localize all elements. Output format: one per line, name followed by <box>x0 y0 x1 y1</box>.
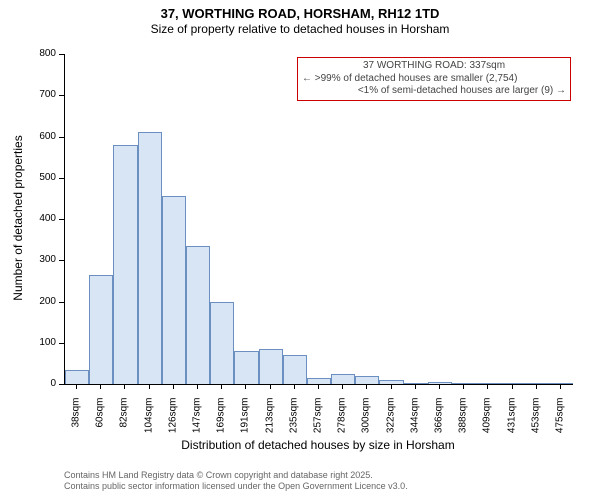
chart-plot-area <box>64 54 573 385</box>
xtick-mark <box>100 384 101 389</box>
ytick-mark <box>59 137 64 138</box>
ytick-mark <box>59 384 64 385</box>
xtick-mark <box>487 384 488 389</box>
annotation-line: <1% of semi-detached houses are larger (… <box>302 85 566 98</box>
annotation-line: 37 WORTHING ROAD: 337sqm <box>302 60 566 73</box>
histogram-bar <box>355 376 379 384</box>
attribution-line: Contains HM Land Registry data © Crown c… <box>64 470 408 481</box>
xtick-mark <box>294 384 295 389</box>
ytick-label: 100 <box>0 337 56 348</box>
xtick-mark <box>536 384 537 389</box>
xtick-mark <box>342 384 343 389</box>
ytick-label: 300 <box>0 254 56 265</box>
xtick-mark <box>76 384 77 389</box>
xtick-mark <box>270 384 271 389</box>
xtick-mark <box>391 384 392 389</box>
xtick-mark <box>173 384 174 389</box>
histogram-bar <box>379 380 403 384</box>
xtick-mark <box>560 384 561 389</box>
ytick-label: 200 <box>0 296 56 307</box>
ytick-mark <box>59 95 64 96</box>
histogram-bar <box>210 302 234 385</box>
histogram-bar <box>283 355 307 384</box>
histogram-bar <box>186 246 210 384</box>
histogram-bar <box>549 383 573 384</box>
histogram-bar <box>162 196 186 384</box>
xtick-mark <box>149 384 150 389</box>
histogram-bar <box>331 374 355 384</box>
xtick-mark <box>439 384 440 389</box>
ytick-mark <box>59 54 64 55</box>
histogram-bar <box>500 383 524 384</box>
xtick-mark <box>197 384 198 389</box>
attribution-line: Contains public sector information licen… <box>64 481 408 492</box>
xtick-mark <box>463 384 464 389</box>
histogram-bar <box>89 275 113 384</box>
chart-attribution: Contains HM Land Registry data © Crown c… <box>64 470 408 493</box>
xtick-mark <box>124 384 125 389</box>
chart-subtitle: Size of property relative to detached ho… <box>0 22 600 36</box>
histogram-bar <box>428 382 452 384</box>
ytick-mark <box>59 343 64 344</box>
histogram-bar <box>234 351 258 384</box>
annotation-line: ← >99% of detached houses are smaller (2… <box>302 73 566 86</box>
xtick-mark <box>318 384 319 389</box>
xtick-mark <box>415 384 416 389</box>
x-axis-label: Distribution of detached houses by size … <box>64 438 572 452</box>
histogram-bar <box>476 383 500 384</box>
histogram-bar <box>452 383 476 384</box>
histogram-bar <box>404 383 428 384</box>
ytick-label: 700 <box>0 89 56 100</box>
ytick-label: 800 <box>0 48 56 59</box>
histogram-bar <box>65 370 89 384</box>
ytick-mark <box>59 178 64 179</box>
ytick-mark <box>59 302 64 303</box>
xtick-mark <box>512 384 513 389</box>
histogram-bar <box>259 349 283 384</box>
ytick-mark <box>59 219 64 220</box>
histogram-bar <box>113 145 137 384</box>
ytick-label: 0 <box>0 378 56 389</box>
histogram-bar <box>525 383 549 384</box>
ytick-label: 400 <box>0 213 56 224</box>
ytick-mark <box>59 260 64 261</box>
xtick-mark <box>221 384 222 389</box>
histogram-bar <box>138 132 162 384</box>
y-axis-label: Number of detached properties <box>11 53 25 383</box>
annotation-callout: 37 WORTHING ROAD: 337sqm← >99% of detach… <box>297 57 571 101</box>
xtick-mark <box>245 384 246 389</box>
ytick-label: 500 <box>0 172 56 183</box>
ytick-label: 600 <box>0 131 56 142</box>
chart-title: 37, WORTHING ROAD, HORSHAM, RH12 1TD <box>0 0 600 22</box>
xtick-mark <box>366 384 367 389</box>
